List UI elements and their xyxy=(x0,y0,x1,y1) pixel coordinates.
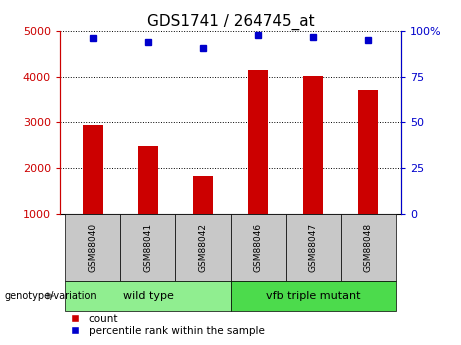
Bar xyxy=(248,70,268,214)
Bar xyxy=(176,214,230,281)
Bar xyxy=(120,214,176,281)
Text: vfb triple mutant: vfb triple mutant xyxy=(266,291,361,301)
Bar xyxy=(230,214,285,281)
Text: GSM88040: GSM88040 xyxy=(89,223,97,272)
Bar xyxy=(83,125,103,214)
Bar xyxy=(193,176,213,214)
Text: GSM88041: GSM88041 xyxy=(143,223,153,272)
Bar xyxy=(65,281,230,310)
Legend: count, percentile rank within the sample: count, percentile rank within the sample xyxy=(60,309,269,340)
Text: GSM88047: GSM88047 xyxy=(308,223,318,272)
Text: GSM88046: GSM88046 xyxy=(254,223,262,272)
Text: GSM88042: GSM88042 xyxy=(199,223,207,272)
Text: wild type: wild type xyxy=(123,291,173,301)
Text: GSM88048: GSM88048 xyxy=(364,223,372,272)
Bar xyxy=(230,281,396,310)
Bar xyxy=(138,146,158,214)
Title: GDS1741 / 264745_at: GDS1741 / 264745_at xyxy=(147,13,314,30)
Bar xyxy=(65,214,120,281)
Bar xyxy=(341,214,396,281)
Bar xyxy=(303,76,323,214)
Bar xyxy=(285,214,341,281)
Text: genotype/variation: genotype/variation xyxy=(5,291,97,301)
Bar xyxy=(359,90,378,214)
